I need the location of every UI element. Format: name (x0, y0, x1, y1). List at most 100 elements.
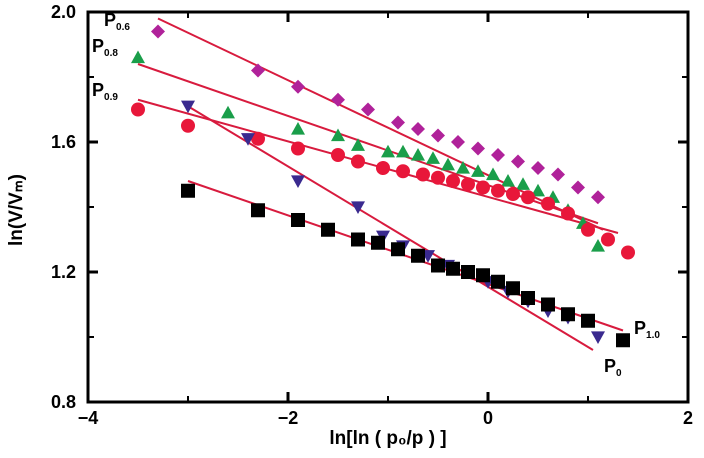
data-point (541, 196, 555, 211)
data-point (351, 154, 365, 169)
series-label-main: P (604, 356, 616, 376)
data-point (531, 161, 545, 175)
data-point (446, 174, 460, 188)
data-point (521, 190, 535, 205)
data-point (471, 141, 485, 156)
x-tick-label: −4 (78, 408, 99, 428)
series-label: P0.8 (92, 36, 118, 59)
data-point (411, 122, 425, 136)
series-label: P0.6 (104, 10, 130, 33)
x-axis-title: ln[ln ( p₀/p ) ] (329, 428, 446, 449)
data-point (551, 167, 565, 182)
data-point (491, 183, 505, 198)
data-point (561, 206, 575, 221)
data-points (131, 24, 635, 348)
data-point (411, 248, 425, 263)
data-point (591, 190, 605, 205)
data-point (491, 148, 505, 162)
data-point (396, 144, 410, 158)
data-point (531, 183, 545, 197)
data-point (516, 177, 530, 190)
data-point (351, 201, 365, 214)
data-point (461, 265, 475, 279)
series-label-sub: 0.9 (104, 92, 118, 103)
data-point (351, 138, 365, 151)
data-point (471, 164, 485, 177)
series-label-sub: 0.8 (104, 48, 118, 59)
series-label-sub: 0.6 (116, 22, 130, 33)
data-point (426, 151, 440, 164)
data-point (291, 79, 305, 94)
series-label-sub: 0 (616, 368, 622, 379)
series-label-main: P (634, 318, 646, 338)
data-point (291, 175, 305, 188)
data-point (291, 213, 305, 227)
data-point (431, 128, 445, 143)
data-point (241, 133, 255, 146)
data-point (541, 297, 555, 312)
data-point (151, 24, 165, 39)
data-point (391, 115, 405, 130)
data-point (131, 50, 145, 64)
data-point (476, 180, 490, 195)
fit-line (187, 105, 594, 351)
data-point (561, 307, 575, 322)
data-point (331, 92, 345, 107)
x-tick-label: 2 (683, 408, 693, 428)
data-point (491, 274, 505, 289)
data-point (601, 232, 615, 247)
y-tick-label: 1.2 (51, 262, 76, 282)
data-point (291, 141, 305, 156)
data-point (181, 118, 195, 133)
data-point (581, 313, 595, 328)
data-point (571, 180, 585, 195)
data-point (616, 333, 630, 348)
data-point (521, 291, 535, 305)
data-point (361, 102, 375, 117)
data-point (416, 167, 430, 182)
data-point (331, 148, 345, 162)
data-point (321, 222, 335, 237)
data-point (351, 232, 365, 247)
data-point (591, 239, 605, 252)
y-axis-title: ln(V/Vₘ) (6, 174, 27, 246)
data-point (331, 128, 345, 142)
data-point (431, 258, 445, 273)
data-point (411, 148, 425, 161)
series-label: P1.0 (634, 318, 660, 341)
data-point (506, 281, 520, 296)
data-point (251, 203, 265, 218)
data-point (221, 105, 235, 119)
series-label-main: P (104, 10, 116, 30)
data-point (251, 63, 265, 78)
y-tick-label: 1.6 (51, 132, 76, 152)
data-point (131, 102, 145, 117)
axis-ticks (86, 10, 690, 404)
data-point (381, 144, 395, 158)
data-point (391, 242, 405, 257)
y-tick-label: 2.0 (51, 2, 76, 22)
data-point (441, 157, 455, 171)
series-label: P0.9 (92, 80, 118, 103)
data-point (591, 331, 605, 344)
data-point (581, 222, 595, 237)
data-point (501, 174, 515, 187)
x-tick-label: 0 (483, 408, 493, 428)
data-point (461, 177, 475, 192)
data-point (431, 170, 445, 185)
data-point (476, 268, 490, 283)
data-point (451, 135, 465, 149)
y-tick-label: 0.8 (51, 392, 76, 412)
data-point (371, 235, 385, 250)
data-point (506, 187, 520, 201)
data-point (376, 161, 390, 175)
series-label-main: P (92, 80, 104, 100)
data-point (621, 245, 635, 260)
x-tick-label: −2 (278, 408, 299, 428)
data-point (181, 183, 195, 198)
data-point (181, 100, 195, 114)
data-point (456, 161, 470, 174)
data-point (396, 164, 410, 179)
